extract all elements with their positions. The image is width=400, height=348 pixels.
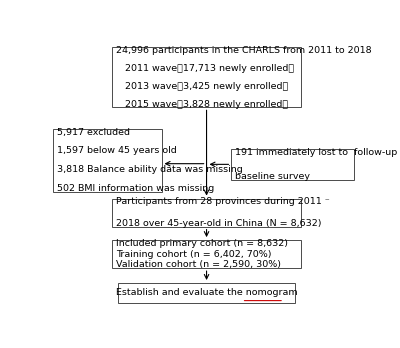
- FancyBboxPatch shape: [112, 198, 301, 227]
- FancyBboxPatch shape: [231, 149, 354, 180]
- Text: 3,818 Balance ability data was missing: 3,818 Balance ability data was missing: [57, 165, 242, 174]
- FancyBboxPatch shape: [118, 283, 295, 303]
- Text: Training cohort (n = 6,402, 70%): Training cohort (n = 6,402, 70%): [116, 250, 271, 259]
- Text: 191 immediately lost to  follow-up after: 191 immediately lost to follow-up after: [235, 148, 400, 157]
- Text: Establish and evaluate the nomogram: Establish and evaluate the nomogram: [116, 288, 297, 298]
- FancyBboxPatch shape: [112, 240, 301, 268]
- Text: Validation cohort (n = 2,590, 30%): Validation cohort (n = 2,590, 30%): [116, 260, 281, 269]
- FancyBboxPatch shape: [112, 47, 301, 108]
- Text: 2015 wave（3,828 newly enrolled）: 2015 wave（3,828 newly enrolled）: [125, 100, 288, 109]
- Text: 2018 over 45-year-old in China (N = 8,632): 2018 over 45-year-old in China (N = 8,63…: [116, 219, 321, 228]
- Text: 502 BMI information was missing: 502 BMI information was missing: [57, 184, 214, 193]
- FancyBboxPatch shape: [53, 129, 162, 192]
- Text: Included primary cohort (n = 8,632): Included primary cohort (n = 8,632): [116, 239, 288, 248]
- Text: 2011 wave（17,713 newly enrolled）: 2011 wave（17,713 newly enrolled）: [125, 64, 294, 73]
- Text: 1,597 below 45 years old: 1,597 below 45 years old: [57, 147, 176, 156]
- Text: Participants from 28 provinces during 2011 ⁻: Participants from 28 provinces during 20…: [116, 197, 330, 206]
- Text: 5,917 excluded: 5,917 excluded: [57, 128, 130, 136]
- Text: 2013 wave（3,425 newly enrolled）: 2013 wave（3,425 newly enrolled）: [125, 82, 288, 91]
- Text: 24,996 participants in the CHARLS from 2011 to 2018: 24,996 participants in the CHARLS from 2…: [116, 46, 371, 55]
- Text: baseline survey: baseline survey: [235, 172, 310, 181]
